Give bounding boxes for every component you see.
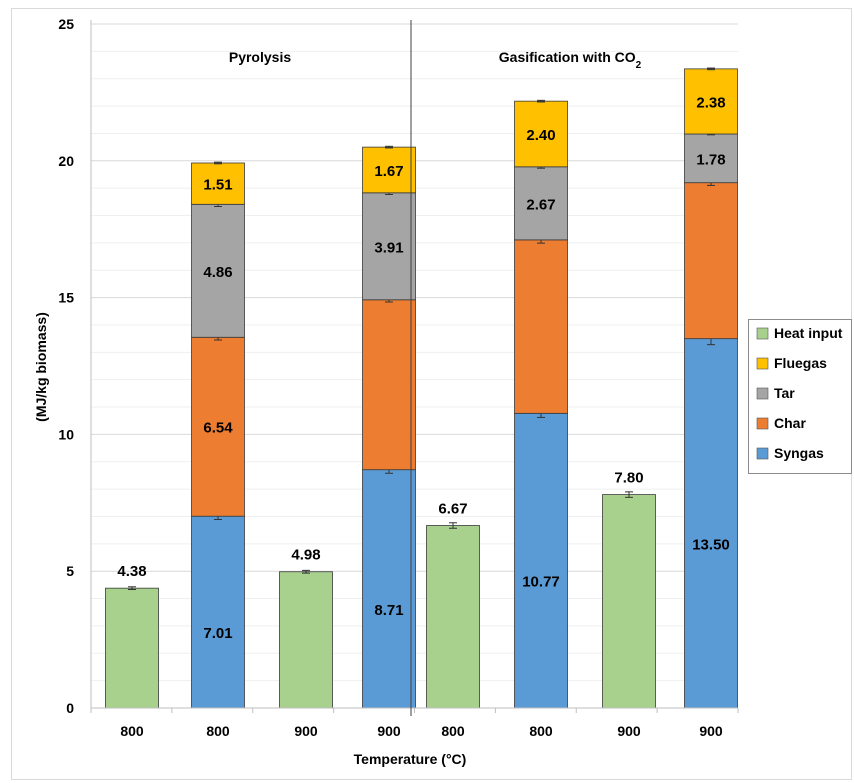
x-tick-label: 900 (294, 723, 318, 739)
data-label: 1.67 (374, 163, 403, 180)
bar-segment-syngas (191, 515, 245, 709)
bar-segment-heat-input (426, 525, 480, 709)
x-tick-label: 900 (699, 723, 723, 739)
bar-segment-fluegas (514, 100, 568, 168)
bars: 4.38 7.01 6.54 4.86 1.51 4.98 8.71 3.91 1.67 6.67… (105, 67, 738, 709)
x-axis-title: Temperature (°C) (354, 751, 467, 767)
data-label: 4.38 (117, 563, 146, 580)
data-label: 1.78 (696, 151, 725, 168)
data-label: 6.54 (203, 420, 233, 437)
legend-swatch (756, 417, 769, 430)
legend-label: Fluegas (774, 355, 827, 371)
x-tick-label: 800 (120, 723, 144, 739)
stacked-bar: 13.50 1.78 2.38 (684, 67, 738, 709)
data-label: 2.38 (696, 94, 725, 111)
bar-segment-tar (684, 133, 738, 184)
y-tick-label: 0 (66, 700, 74, 716)
data-label: 4.98 (291, 547, 320, 564)
y-tick-label: 15 (58, 290, 74, 306)
x-tick-label: 900 (377, 723, 401, 739)
bar-segment-fluegas (191, 162, 245, 205)
bar-segment-char (362, 299, 416, 471)
bar-segment-char (684, 182, 738, 340)
data-label: 13.50 (692, 536, 730, 553)
heat-input-bar: 4.98 (279, 547, 333, 709)
legend-swatch (756, 357, 769, 370)
heat-input-bar: 4.38 (105, 563, 159, 709)
x-tick-label: 800 (206, 723, 230, 739)
data-label: 1.51 (203, 177, 232, 194)
legend-label: Syngas (774, 445, 824, 461)
panel-title: Pyrolysis (229, 49, 291, 65)
x-tick-labels: 800 800 900 900 800 800 900 900 (120, 723, 723, 739)
x-tick-label: 800 (441, 723, 465, 739)
data-label: 7.01 (203, 625, 232, 642)
x-tick-label: 900 (617, 723, 641, 739)
bar-segment-heat-input (105, 587, 159, 709)
bar-segment-char (514, 239, 568, 414)
legend-swatch (756, 447, 769, 460)
bar-segment-heat-input (602, 494, 656, 709)
legend-label: Char (774, 415, 806, 431)
bar-segment-heat-input (279, 571, 333, 709)
x-tick-label: 800 (529, 723, 553, 739)
bar-segment-char (191, 336, 245, 517)
data-label: 3.91 (374, 239, 403, 256)
legend-label: Tar (774, 385, 795, 401)
bar-segment-fluegas (684, 68, 738, 135)
data-label: 2.40 (526, 127, 555, 144)
legend-label: Heat input (774, 325, 843, 341)
bar-segment-syngas (514, 412, 568, 709)
y-tick-labels: 0 5 10 15 20 25 (58, 16, 74, 716)
axes (90, 20, 739, 716)
data-label: 2.67 (526, 196, 555, 213)
bar-segment-syngas (684, 338, 738, 709)
data-label: 10.77 (522, 574, 560, 591)
bar-segment-tar (362, 192, 416, 301)
y-tick-label: 5 (66, 563, 74, 579)
heat-input-bar: 6.67 (426, 501, 480, 709)
data-label: 8.71 (374, 602, 403, 619)
bar-segment-syngas (362, 469, 416, 709)
stacked-bar: 7.01 6.54 4.86 1.51 (191, 161, 245, 709)
y-axis-title: (MJ/kg biomass) (33, 312, 49, 422)
legend-swatch (756, 387, 769, 400)
data-label: 7.80 (614, 470, 643, 487)
stacked-bar: 10.77 2.67 2.40 (514, 99, 568, 709)
data-label: 4.86 (203, 264, 232, 281)
bar-segment-tar (514, 166, 568, 241)
y-tick-label: 10 (58, 426, 74, 442)
y-tick-label: 20 (58, 153, 74, 169)
panel-title-subscript: 2 (636, 60, 642, 71)
heat-input-bar: 7.80 (602, 470, 656, 709)
data-label: 6.67 (438, 501, 467, 518)
y-tick-label: 25 (58, 16, 74, 32)
legend: Heat input Fluegas Tar Char Syngas (748, 319, 852, 474)
stacked-bar: 8.71 3.91 1.67 (362, 145, 416, 709)
bar-segment-fluegas (362, 146, 416, 194)
legend-swatch (756, 327, 769, 340)
